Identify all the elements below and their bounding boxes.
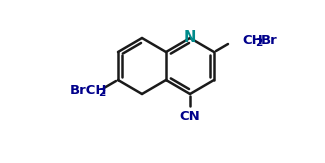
Text: 2: 2 [255, 38, 262, 48]
Text: CH: CH [242, 35, 263, 47]
Text: Br: Br [261, 35, 278, 47]
Text: N: N [184, 30, 196, 45]
Text: CN: CN [180, 110, 201, 123]
Text: 2: 2 [98, 88, 105, 98]
Text: BrCH: BrCH [70, 84, 108, 97]
